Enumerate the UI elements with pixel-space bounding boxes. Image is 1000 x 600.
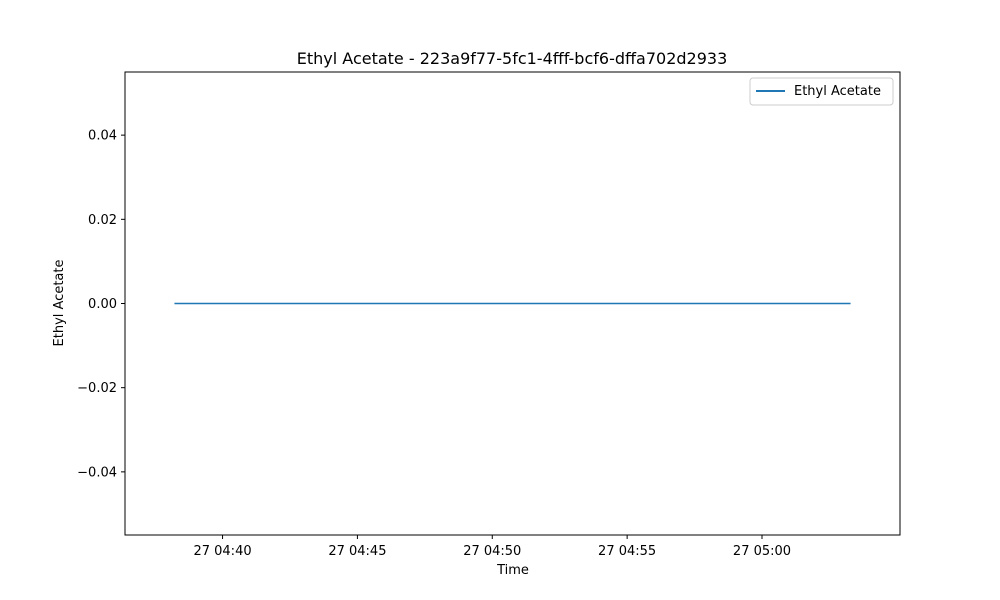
legend: Ethyl Acetate [749,77,894,106]
legend-label: Ethyl Acetate [794,84,881,99]
chart-title: Ethyl Acetate - 223a9f77-5fc1-4fff-bcf6-… [297,49,728,68]
x-tick-label: 27 05:00 [733,544,791,559]
legend-box [749,77,894,106]
y-tick-label: −0.04 [77,465,117,480]
y-tick-label: −0.02 [77,381,117,396]
y-tick-label: 0.00 [88,297,117,312]
y-tick-label: 0.04 [88,129,117,144]
x-axis-ticks: 27 04:40 27 04:45 27 04:50 27 04:55 27 05:00 [193,535,791,559]
x-tick-label: 27 04:45 [328,544,386,559]
x-tick-label: 27 04:40 [193,544,251,559]
y-tick-label: 0.02 [88,213,117,228]
x-axis-label: Time [496,563,529,578]
x-tick-label: 27 04:50 [463,544,521,559]
y-axis-label: Ethyl Acetate [52,260,67,347]
y-axis-ticks: 0.04 0.02 0.00 −0.02 −0.04 [77,129,125,480]
x-tick-label: 27 04:55 [598,544,656,559]
